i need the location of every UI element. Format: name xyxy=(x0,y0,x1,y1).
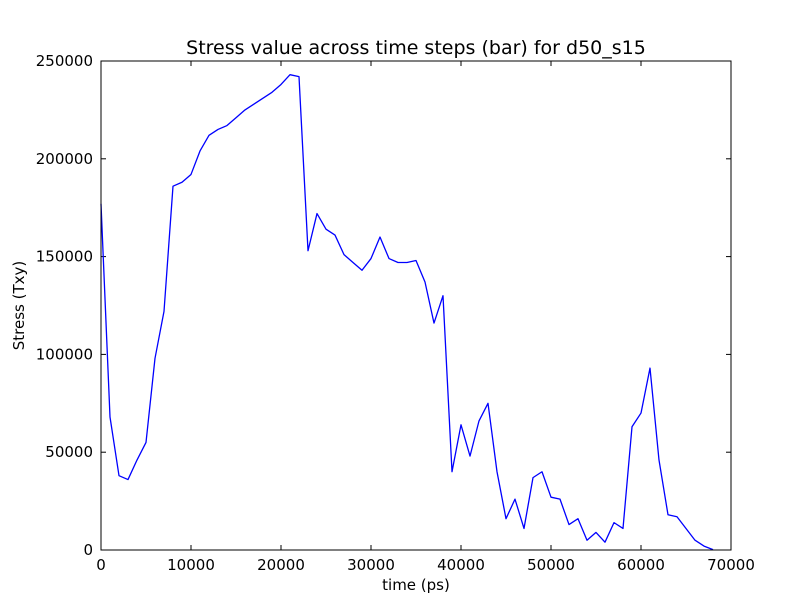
y-axis-title: Stress (Txy) xyxy=(10,261,28,351)
x-tick-label: 20000 xyxy=(257,556,305,574)
x-tick-label: 0 xyxy=(96,556,106,574)
y-tick-label: 200000 xyxy=(36,150,93,168)
x-tick-label: 70000 xyxy=(707,556,755,574)
stress-series-line xyxy=(100,74,714,551)
y-tick-label: 50000 xyxy=(45,443,93,461)
x-tick-label: 50000 xyxy=(527,556,575,574)
chart-title: Stress value across time steps (bar) for… xyxy=(186,37,646,59)
y-axis-ticks: 0 50000 100000 150000 200000 250000 xyxy=(36,52,731,559)
x-tick-label: 60000 xyxy=(617,556,665,574)
plot-frame xyxy=(100,60,732,551)
x-tick-label: 10000 xyxy=(167,556,215,574)
x-axis-ticks: 0 10000 20000 30000 40000 50000 60000 70000 xyxy=(96,61,755,574)
y-tick-label: 100000 xyxy=(36,345,93,363)
x-tick-label: 40000 xyxy=(437,556,485,574)
x-tick-label: 30000 xyxy=(347,556,395,574)
y-tick-label: 250000 xyxy=(36,52,93,70)
x-axis-title: time (ps) xyxy=(382,576,450,594)
y-tick-label: 0 xyxy=(83,541,93,559)
y-tick-label: 150000 xyxy=(36,248,93,266)
